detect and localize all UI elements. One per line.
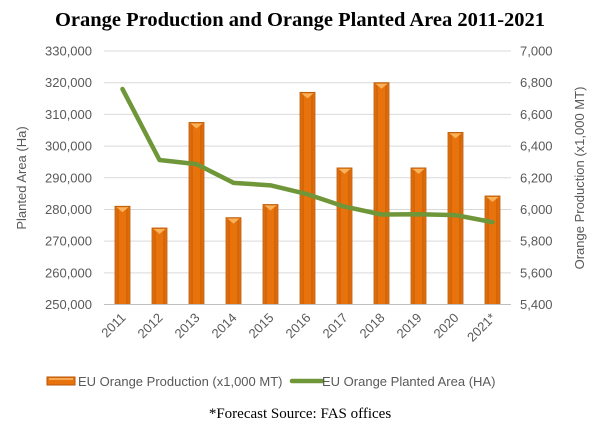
right-tick-label: 7,000 bbox=[520, 44, 553, 59]
x-tick-label: 2013 bbox=[172, 310, 203, 341]
x-tick-label: 2017 bbox=[320, 310, 351, 341]
right-tick-label: 6,600 bbox=[520, 107, 553, 122]
legend-label-planted-area: EU Orange Planted Area (HA) bbox=[322, 374, 495, 389]
x-tick-label: 2018 bbox=[357, 310, 388, 341]
right-tick-label: 6,000 bbox=[520, 202, 553, 217]
bar-shade bbox=[301, 93, 304, 305]
bar-cap bbox=[338, 168, 351, 174]
right-tick-label: 6,400 bbox=[520, 139, 553, 154]
x-tick-label: 2020 bbox=[431, 310, 462, 341]
bar-shade bbox=[311, 93, 314, 305]
bar-series bbox=[114, 82, 501, 305]
bar-shade bbox=[412, 168, 415, 305]
left-tick-label: 310,000 bbox=[45, 107, 92, 122]
bar-shade bbox=[274, 205, 277, 305]
left-axis-title: Planted Area (Ha) bbox=[14, 126, 29, 229]
bar-shade bbox=[348, 168, 351, 305]
bar-shade bbox=[237, 218, 240, 305]
x-axis-ticks: 2011 2012 2013 2014 2015 2016 2017 2018 2019 2020… bbox=[98, 310, 498, 345]
left-tick-label: 270,000 bbox=[45, 234, 92, 249]
bar bbox=[188, 122, 205, 305]
right-tick-label: 5,400 bbox=[520, 297, 553, 312]
bar-shade bbox=[126, 207, 129, 305]
bar bbox=[151, 227, 168, 305]
right-tick-label: 6,800 bbox=[520, 75, 553, 90]
bar-cap bbox=[412, 168, 425, 174]
right-tick-label: 6,200 bbox=[520, 170, 553, 185]
left-tick-label: 260,000 bbox=[45, 265, 92, 280]
x-tick-label: 2021* bbox=[464, 310, 499, 345]
x-tick-label: 2014 bbox=[209, 310, 240, 341]
bar-shade bbox=[422, 168, 425, 305]
left-tick-label: 300,000 bbox=[45, 139, 92, 154]
legend-item-planted-area: EU Orange Planted Area (HA) bbox=[289, 374, 495, 389]
legend-swatch-highlight bbox=[49, 378, 73, 380]
bar-cap bbox=[486, 196, 499, 202]
bar-shade bbox=[496, 196, 499, 305]
right-axis-ticks: 5,400 5,600 5,800 6,000 6,200 6,400 6,600 6,800… bbox=[520, 44, 553, 313]
bar-shade bbox=[338, 168, 341, 305]
chart-title: Orange Production and Orange Planted Are… bbox=[55, 9, 545, 31]
bar-shade bbox=[264, 205, 267, 305]
legend-swatch-production bbox=[46, 376, 76, 386]
bar-cap bbox=[449, 133, 462, 139]
bar-shade bbox=[190, 123, 193, 305]
left-tick-label: 250,000 bbox=[45, 297, 92, 312]
bar bbox=[484, 195, 501, 305]
bar bbox=[447, 132, 464, 305]
left-tick-label: 290,000 bbox=[45, 170, 92, 185]
bar-shade bbox=[375, 83, 378, 305]
bar-shade bbox=[385, 83, 388, 305]
bar-cap bbox=[227, 218, 240, 224]
bar bbox=[373, 82, 390, 305]
footnote: *Forecast Source: FAS offices bbox=[209, 406, 391, 422]
bar-cap bbox=[375, 83, 388, 89]
x-tick-label: 2015 bbox=[246, 310, 277, 341]
bar-shade bbox=[449, 133, 452, 305]
bar-shade bbox=[153, 228, 156, 305]
bar bbox=[299, 91, 316, 305]
x-tick-label: 2011 bbox=[98, 310, 128, 340]
right-tick-label: 5,800 bbox=[520, 234, 553, 249]
left-axis-ticks: 250,000 260,000 270,000 280,000 290,000 300,0… bbox=[45, 44, 92, 313]
bar-cap bbox=[190, 123, 203, 129]
bar-cap bbox=[264, 205, 277, 211]
legend-label-production: EU Orange Production (x1,000 MT) bbox=[78, 374, 282, 389]
bar-cap bbox=[153, 228, 166, 234]
bar-shade bbox=[486, 196, 489, 305]
bar-shade bbox=[459, 133, 462, 305]
x-tick-label: 2016 bbox=[283, 310, 314, 341]
right-tick-label: 5,600 bbox=[520, 265, 553, 280]
bar-cap bbox=[116, 207, 129, 213]
bar-shade bbox=[163, 228, 166, 305]
x-tick-label: 2019 bbox=[394, 310, 425, 341]
bar bbox=[225, 217, 242, 305]
bar bbox=[114, 205, 131, 305]
left-tick-label: 280,000 bbox=[45, 202, 92, 217]
bar-shade bbox=[200, 123, 203, 305]
legend: EU Orange Production (x1,000 MT) EU Oran… bbox=[46, 374, 495, 389]
bar-cap bbox=[301, 93, 314, 99]
legend-item-production: EU Orange Production (x1,000 MT) bbox=[46, 374, 282, 389]
bar bbox=[336, 167, 353, 305]
bar bbox=[262, 204, 279, 305]
line-series bbox=[120, 86, 495, 225]
left-tick-label: 330,000 bbox=[45, 44, 92, 59]
right-axis-title: Orange Production (x1,000 MT) bbox=[572, 87, 587, 270]
bar-shade bbox=[227, 218, 230, 305]
left-tick-label: 320,000 bbox=[45, 75, 92, 90]
bar-shade bbox=[116, 207, 119, 305]
bar bbox=[410, 167, 427, 305]
x-tick-label: 2012 bbox=[135, 310, 166, 341]
